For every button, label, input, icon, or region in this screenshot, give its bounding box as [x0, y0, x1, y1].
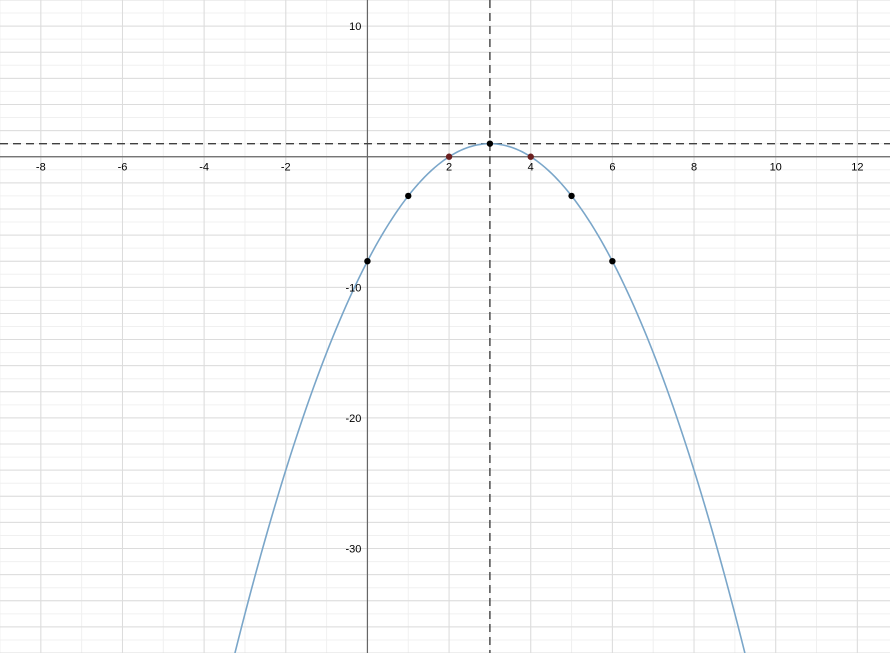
svg-text:2: 2 [446, 162, 452, 174]
svg-text:-6: -6 [118, 162, 128, 174]
svg-text:6: 6 [609, 162, 615, 174]
minor-grid [0, 0, 890, 653]
svg-text:10: 10 [770, 162, 782, 174]
svg-text:12: 12 [851, 162, 863, 174]
svg-text:-30: -30 [346, 544, 362, 556]
svg-text:10: 10 [349, 21, 361, 33]
svg-text:-4: -4 [199, 162, 209, 174]
svg-text:-20: -20 [346, 413, 362, 425]
x-tick-labels: -8 -6 -4 -2 2 4 6 8 10 12 [36, 162, 864, 174]
svg-text:-2: -2 [281, 162, 291, 174]
svg-text:8: 8 [691, 162, 697, 174]
svg-text:-8: -8 [36, 162, 46, 174]
parabola-chart: -8 -6 -4 -2 2 4 6 8 10 12 -30 -20 -10 10 [0, 0, 890, 653]
svg-text:-10: -10 [346, 282, 362, 294]
y-tick-labels: -30 -20 -10 10 [346, 21, 362, 555]
svg-text:4: 4 [528, 162, 534, 174]
